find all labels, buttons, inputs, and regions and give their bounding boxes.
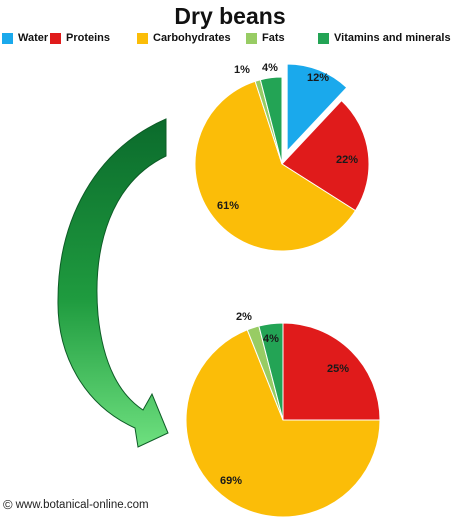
data-label-vitamins-and-minerals: 4%	[262, 62, 278, 74]
chart-title: Dry beans	[174, 3, 286, 29]
legend-swatch-vitamins-and-minerals	[318, 32, 329, 44]
legend-swatch-proteins	[50, 32, 61, 44]
legend-label-vitamins-and-minerals: Vitamins and minerals	[334, 32, 451, 44]
data-label-fats: 2%	[236, 311, 252, 323]
pie-slice-carbohydrates	[194, 80, 357, 252]
data-label-proteins: 22%	[336, 154, 358, 166]
data-label-fats: 1%	[234, 64, 250, 76]
legend: Water Proteins Carbohydrates Fats Vitami…	[0, 29, 460, 47]
legend-item-carbohydrates: Carbohydrates	[137, 29, 231, 47]
pie-chart-top: 12% 22% 61% 1% 4%	[194, 62, 370, 252]
copyright-icon: ©	[3, 497, 13, 512]
legend-item-water: Water	[2, 29, 48, 47]
pie-slice-proteins	[281, 99, 370, 212]
data-label-vitamins-and-minerals: 4%	[263, 333, 279, 345]
legend-swatch-fats	[246, 32, 257, 44]
credit-url: www.botanical-online.com	[15, 498, 149, 511]
data-label-carbohydrates: 61%	[217, 200, 239, 212]
pie-chart-bottom: 25% 69% 2% 4%	[185, 311, 381, 518]
legend-label-fats: Fats	[262, 32, 285, 44]
legend-label-water: Water	[18, 32, 49, 44]
pie-slice-carbohydrates	[185, 329, 381, 518]
data-label-carbohydrates: 69%	[220, 475, 242, 487]
legend-swatch-carbohydrates	[137, 32, 148, 44]
legend-item-fats: Fats	[246, 29, 285, 47]
legend-item-vitamins-and-minerals: Vitamins and minerals	[318, 29, 451, 47]
legend-label-proteins: Proteins	[66, 32, 111, 44]
pie-slice-vitamins-and-minerals	[258, 322, 284, 421]
legend-item-proteins: Proteins	[50, 29, 110, 47]
pie-slice-proteins	[282, 322, 381, 421]
pie-slice-water	[286, 63, 348, 153]
data-label-proteins: 25%	[327, 363, 349, 375]
legend-swatch-water	[2, 32, 13, 44]
legend-label-carbohydrates: Carbohydrates	[153, 32, 231, 44]
pie-slice-vitamins-and-minerals	[259, 76, 283, 165]
data-label-water: 12%	[307, 72, 329, 84]
curved-arrow-icon	[57, 118, 169, 448]
credit: © www.botanical-online.com	[3, 497, 149, 512]
